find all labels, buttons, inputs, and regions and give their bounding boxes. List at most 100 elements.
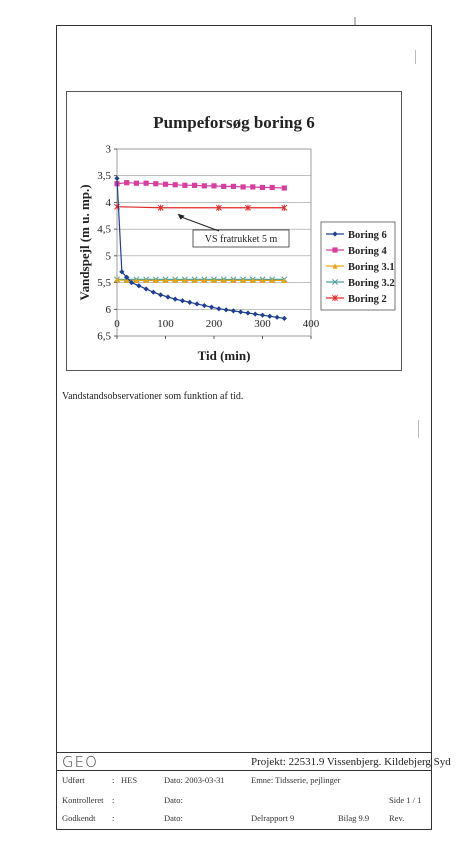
data-point (182, 277, 188, 284)
godkendt-label: Godkendt (62, 813, 96, 823)
figure-caption: Vandstandsobservationer som funktion af … (62, 391, 244, 402)
data-point (332, 231, 338, 237)
date-field-1: Dato: 2003-03-31 (164, 775, 225, 785)
legend-label: Boring 2 (348, 294, 387, 305)
line-chart: 3 3,5 4 4,5 5 5,5 6 6,5 Pumpeforsøg boring 6 Vand… (77, 113, 396, 363)
annotation-arrowhead (177, 213, 185, 220)
date-field-3: Dato: (164, 813, 183, 823)
data-point (172, 182, 178, 188)
kontrolleret-separator: : (112, 795, 115, 805)
data-point (124, 274, 130, 280)
data-point (172, 296, 178, 302)
scan-speck (415, 50, 416, 64)
data-point (259, 312, 266, 318)
x-tick-label: 400 (303, 318, 320, 330)
data-point (252, 311, 258, 317)
data-point (230, 183, 236, 189)
data-point (157, 204, 164, 211)
data-point (192, 277, 198, 284)
data-point (133, 277, 139, 284)
subject-field: Emne: Tidsserie, pejlinger (251, 775, 341, 785)
data-point (274, 314, 280, 320)
data-point (187, 299, 193, 305)
data-point (165, 294, 171, 300)
kontrolleret-label: Kontrolleret (62, 795, 104, 805)
page-number: Side 1 / 1 (389, 795, 422, 805)
annotation-box (192, 229, 290, 248)
legend-label: Boring 6 (348, 230, 387, 241)
y-tick-label: 3,5 (97, 170, 111, 182)
data-point (172, 277, 178, 284)
data-point (281, 204, 288, 211)
data-point (250, 277, 256, 284)
y-tick-label: 3 (106, 144, 112, 156)
x-tick-label: 200 (206, 318, 223, 330)
data-point (332, 294, 338, 302)
data-point (143, 180, 149, 186)
data-point (153, 277, 159, 284)
udfort-separator: : (112, 775, 115, 785)
godkendt-separator: : (112, 813, 115, 823)
data-point (240, 184, 246, 190)
data-point (150, 289, 156, 295)
data-point (153, 181, 159, 187)
y-tick-label: 6 (106, 304, 112, 316)
data-point (201, 302, 207, 309)
y-tick-label: 5 (106, 250, 112, 262)
y-tick-label: 4 (106, 197, 112, 209)
data-point (124, 277, 130, 284)
data-point (259, 277, 266, 284)
data-point (162, 277, 169, 284)
x-axis-label: Tid (min) (198, 348, 251, 363)
data-point (124, 180, 130, 186)
data-point (223, 307, 229, 313)
y-tick-label: 4,5 (97, 224, 111, 236)
delrapport-field: Delrapport 9 (251, 813, 295, 823)
data-point (182, 182, 188, 188)
data-point (158, 292, 164, 298)
y-tick-label: 6,5 (97, 331, 111, 343)
data-point (221, 183, 227, 189)
data-point (143, 277, 149, 284)
data-point (332, 263, 338, 269)
bilag-field: Bilag 9.9 (338, 813, 370, 823)
data-point (281, 185, 287, 191)
x-tick-label: 100 (157, 318, 174, 330)
revision-field: Rev. (389, 813, 405, 823)
x-tick-label: 0 (114, 318, 120, 330)
udfort-label: Udført (62, 775, 85, 785)
data-point (259, 184, 266, 191)
data-point (281, 277, 287, 284)
legend-label: Boring 3.2 (348, 278, 395, 289)
data-point (143, 286, 149, 292)
data-point (332, 279, 338, 285)
project-title: Projekt: 22531.9 Vissenbjerg. Kildebjerg… (251, 756, 451, 768)
data-point (332, 247, 338, 253)
date-field-2: Dato: (164, 795, 183, 805)
y-axis-label: Vandspejl (m u. mp.) (77, 184, 92, 300)
series-line (116, 279, 285, 282)
legend-label: Boring 3.1 (348, 262, 395, 273)
data-point (240, 277, 246, 284)
data-point (238, 309, 244, 315)
title-block: GEO Projekt: 22531.9 Vissenbjerg. Kildeb… (56, 752, 451, 830)
data-point (201, 183, 207, 189)
annotation-arrow (180, 216, 220, 232)
chart-title: Pumpeforsøg boring 6 (153, 113, 315, 132)
data-point (201, 277, 207, 284)
chart-frame: 3 3,5 4 4,5 5 5,5 6 6,5 Pumpeforsøg boring 6 Vand… (66, 91, 402, 371)
annotation-text: VS fratrukket 5 m (205, 234, 278, 245)
data-point (133, 180, 139, 186)
footer-divider (56, 770, 432, 771)
data-point (162, 181, 169, 187)
data-point (250, 184, 256, 190)
udfort-value: HES (121, 775, 138, 785)
data-point (215, 204, 222, 211)
data-point (211, 183, 217, 189)
data-point (269, 277, 275, 284)
scan-speck (418, 420, 419, 438)
data-point (221, 277, 227, 284)
footer-divider (56, 752, 432, 753)
geo-logo: GEO (62, 753, 98, 771)
data-point (194, 301, 200, 307)
